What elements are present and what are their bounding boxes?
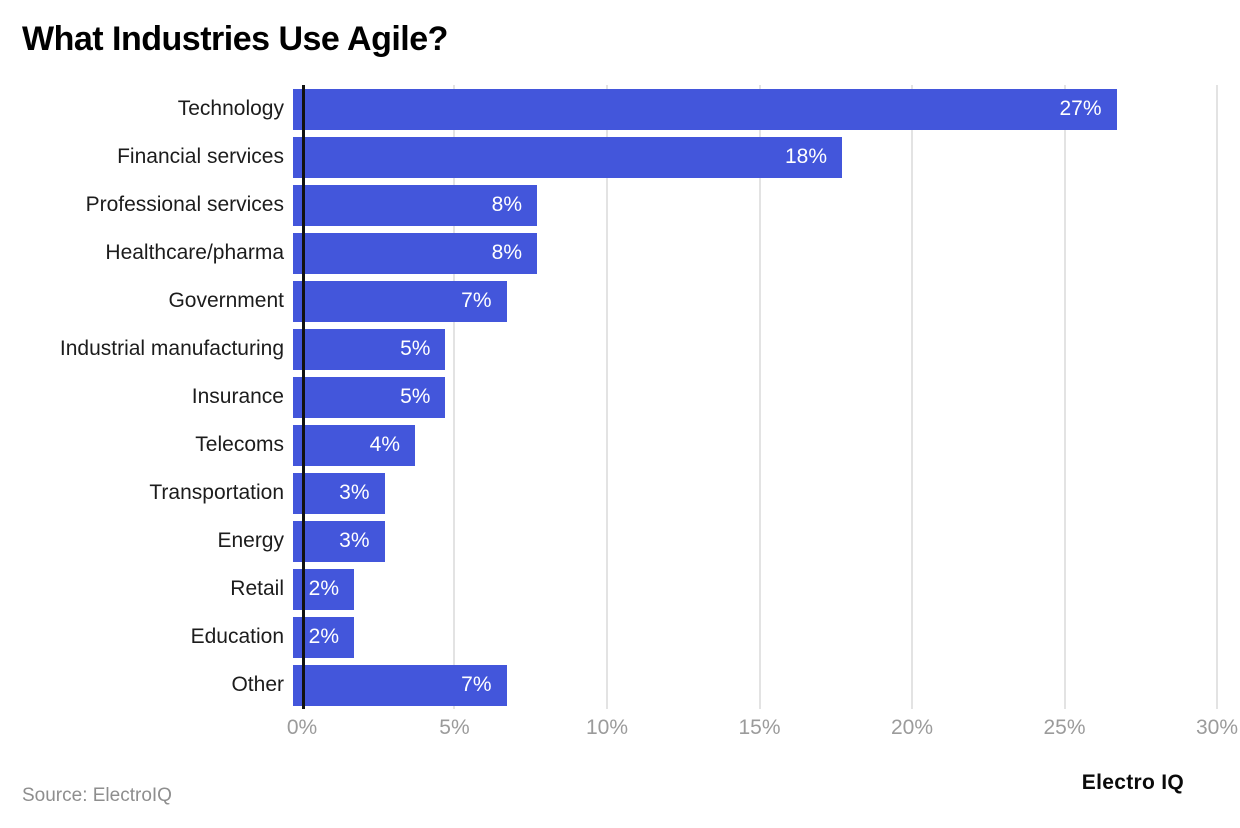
category-label: Retail bbox=[230, 577, 284, 600]
category-label: Transportation bbox=[149, 481, 284, 504]
bar-row: Insurance 5% bbox=[0, 373, 1240, 421]
category-label: Telecoms bbox=[195, 433, 284, 456]
bar-value-label: 2% bbox=[308, 577, 339, 600]
bar-value-label: 3% bbox=[339, 481, 370, 504]
chart-title: What Industries Use Agile? bbox=[22, 20, 448, 58]
bar: 3% bbox=[293, 472, 385, 514]
bar-row: Retail 2% bbox=[0, 565, 1240, 613]
bar-track: 3% bbox=[293, 472, 1208, 514]
bar-row: Telecoms 4% bbox=[0, 421, 1240, 469]
bar-track: 5% bbox=[293, 376, 1208, 418]
bar: 18% bbox=[293, 136, 842, 178]
bar-row: Healthcare/pharma 8% bbox=[0, 229, 1240, 277]
bar-value-label: 3% bbox=[339, 529, 370, 552]
bar-value-label: 5% bbox=[400, 385, 431, 408]
bar-value-label: 27% bbox=[1059, 97, 1102, 120]
bar: 8% bbox=[293, 184, 537, 226]
bar: 2% bbox=[293, 616, 354, 658]
bar-track: 18% bbox=[293, 136, 1208, 178]
x-tick-label: 0% bbox=[286, 716, 318, 739]
bar-value-label: 7% bbox=[461, 289, 492, 312]
category-label: Technology bbox=[177, 97, 284, 120]
bar-value-label: 8% bbox=[491, 193, 522, 216]
bar: 2% bbox=[293, 568, 354, 610]
x-tick-label: 25% bbox=[1043, 716, 1086, 739]
bar-value-label: 7% bbox=[461, 673, 492, 696]
bar-row: Financial services 18% bbox=[0, 133, 1240, 181]
bar-track: 4% bbox=[293, 424, 1208, 466]
bar-track: 7% bbox=[293, 664, 1208, 706]
category-label: Financial services bbox=[117, 145, 284, 168]
x-tick-label: 15% bbox=[738, 716, 781, 739]
x-tick-label: 30% bbox=[1195, 716, 1239, 739]
brand-logo: Electro IQ bbox=[1081, 771, 1184, 794]
category-label: Other bbox=[231, 673, 284, 696]
category-label: Healthcare/pharma bbox=[105, 241, 284, 264]
bar-track: 2% bbox=[293, 568, 1208, 610]
bar-row: Energy 3% bbox=[0, 517, 1240, 565]
bar-track: 8% bbox=[293, 184, 1208, 226]
bar: 8% bbox=[293, 232, 537, 274]
category-label: Insurance bbox=[191, 385, 284, 408]
category-label: Government bbox=[168, 289, 284, 312]
x-axis: 0% 5% 10% 15% 20% 25% 30% bbox=[287, 716, 1238, 748]
bar-track: 27% bbox=[293, 88, 1208, 130]
bar-row: Other 7% bbox=[0, 661, 1240, 709]
bar-row: Technology 27% bbox=[0, 85, 1240, 133]
x-tick-label: 20% bbox=[890, 716, 933, 739]
bar-row: Industrial manufacturing 5% bbox=[0, 325, 1240, 373]
source-text: Source: ElectroIQ bbox=[22, 785, 172, 806]
bar-track: 8% bbox=[293, 232, 1208, 274]
bar-row: Government 7% bbox=[0, 277, 1240, 325]
bar: 4% bbox=[293, 424, 415, 466]
category-label: Professional services bbox=[85, 193, 284, 216]
bar: 5% bbox=[293, 376, 446, 418]
bar-track: 3% bbox=[293, 520, 1208, 562]
bar-row: Professional services 8% bbox=[0, 181, 1240, 229]
bar: 5% bbox=[293, 328, 446, 370]
bar-value-label: 4% bbox=[369, 433, 400, 456]
x-tick-label: 5% bbox=[439, 716, 470, 739]
bar-value-label: 18% bbox=[784, 145, 827, 168]
category-label: Energy bbox=[217, 529, 284, 552]
bar-row: Transportation 3% bbox=[0, 469, 1240, 517]
bar: 7% bbox=[293, 664, 507, 706]
bar-rows: Technology 27% Financial services 18% Profes… bbox=[0, 85, 1240, 709]
category-label: Education bbox=[190, 625, 284, 648]
bar: 27% bbox=[293, 88, 1117, 130]
bar-value-label: 8% bbox=[491, 241, 522, 264]
bar-value-label: 2% bbox=[308, 625, 339, 648]
bar-track: 5% bbox=[293, 328, 1208, 370]
category-label: Industrial manufacturing bbox=[59, 337, 284, 360]
bar-value-label: 5% bbox=[400, 337, 431, 360]
bar-row: Education 2% bbox=[0, 613, 1240, 661]
bar-track: 7% bbox=[293, 280, 1208, 322]
bar-track: 2% bbox=[293, 616, 1208, 658]
bar: 3% bbox=[293, 520, 385, 562]
bar: 7% bbox=[293, 280, 507, 322]
x-tick-label: 10% bbox=[585, 716, 628, 739]
